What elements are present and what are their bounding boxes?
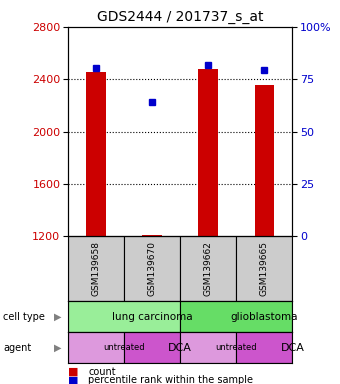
Text: GSM139665: GSM139665 [260, 241, 269, 296]
Bar [124, 332, 180, 363]
Text: GSM139670: GSM139670 [148, 241, 157, 296]
Title: GDS2444 / 201737_s_at: GDS2444 / 201737_s_at [97, 10, 264, 25]
Text: DCA: DCA [168, 343, 192, 353]
Text: percentile rank within the sample: percentile rank within the sample [88, 375, 253, 384]
Bar [68, 332, 124, 363]
Bar [236, 332, 292, 363]
Bar [124, 236, 180, 301]
Bar [180, 301, 292, 332]
Text: ■: ■ [68, 375, 79, 384]
Bar [180, 332, 236, 363]
Text: cell type: cell type [3, 312, 45, 322]
Text: untreated: untreated [103, 343, 145, 352]
Text: count: count [88, 367, 116, 377]
Bar [199, 70, 218, 236]
Text: GSM139658: GSM139658 [91, 241, 101, 296]
Text: ■: ■ [68, 367, 79, 377]
Bar [236, 236, 292, 301]
Text: agent: agent [3, 343, 32, 353]
Bar [68, 236, 124, 301]
Text: lung carcinoma: lung carcinoma [112, 312, 192, 322]
Bar [255, 85, 274, 236]
Text: DCA: DCA [280, 343, 304, 353]
Text: ▶: ▶ [54, 312, 62, 322]
Bar [68, 301, 180, 332]
Text: ▶: ▶ [54, 343, 62, 353]
Text: untreated: untreated [216, 343, 257, 352]
Bar [180, 236, 236, 301]
Bar [142, 235, 162, 236]
Text: glioblastoma: glioblastoma [231, 312, 298, 322]
Bar [86, 72, 106, 236]
Text: GSM139662: GSM139662 [204, 242, 213, 296]
